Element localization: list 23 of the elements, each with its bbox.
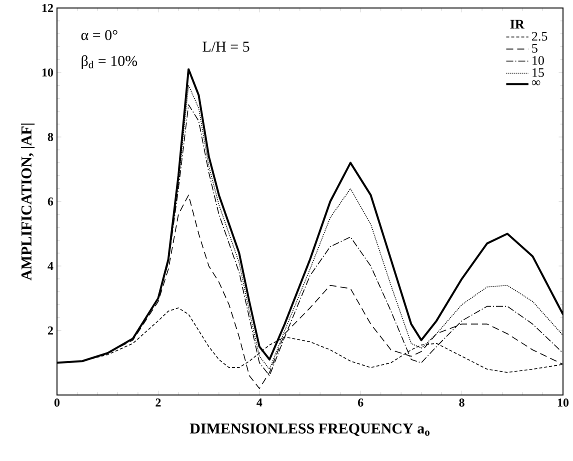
y-tick-label: 8: [48, 132, 54, 142]
x-tick-label: 0: [54, 398, 60, 407]
legend-label: 2.5: [532, 32, 548, 41]
y-tick-label: 10: [42, 68, 54, 77]
x-tick-label: 2: [156, 398, 161, 406]
annotation: L/H = 5: [202, 42, 250, 52]
x-tick-label: 6: [358, 398, 364, 407]
y-axis-title: AMPLIFICATION, |AF|: [20, 124, 35, 280]
y-tick-label: 4: [48, 262, 54, 270]
y-tick-label: 12: [42, 4, 53, 12]
y-tick-label: 6: [48, 197, 54, 206]
x-tick-label: 8: [459, 398, 464, 407]
legend-label: 5: [532, 44, 538, 53]
x-tick-label: 4: [256, 398, 262, 406]
x-axis-title: DIMENSIONLESS FREQUENCY a$_{o}$: [190, 424, 430, 436]
legend-label: ∞: [532, 80, 540, 86]
legend-label: 15: [532, 68, 544, 77]
x-tick-label: 10: [558, 398, 569, 407]
annotation: α = 0°: [81, 30, 118, 40]
y-tick-label: 2: [48, 326, 53, 334]
legend-label: 10: [532, 56, 544, 65]
annotation: β$_{d}$ = 10%: [82, 55, 138, 70]
legend-title: IR: [510, 20, 524, 28]
